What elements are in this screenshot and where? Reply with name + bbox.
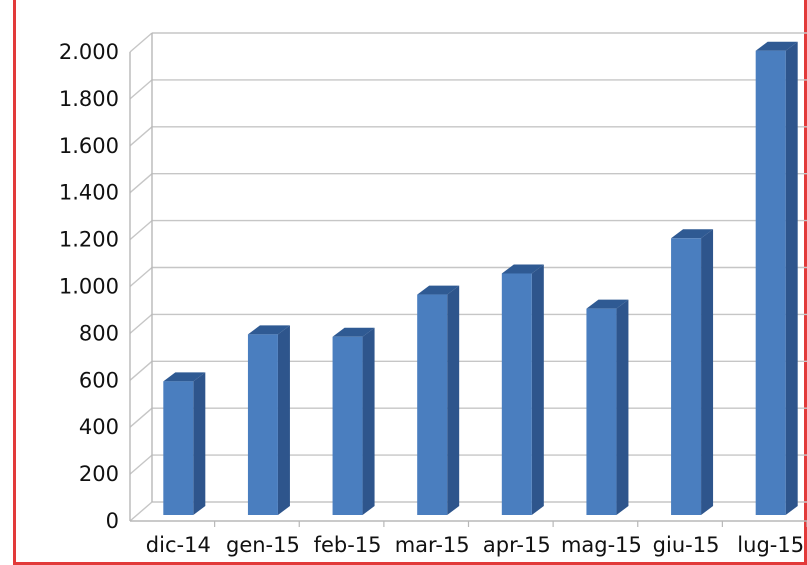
bar-side [701, 229, 714, 516]
y-tick-label: 1.800 [59, 87, 119, 111]
y-tick-label: 800 [79, 321, 119, 345]
bar-front [163, 381, 194, 515]
gridline-side [129, 173, 153, 194]
x-tick-label: lug-15 [737, 533, 804, 557]
gridline-side [129, 313, 153, 334]
x-tick-labels: dic-14 gen-15 feb-15 mar-15 apr-15 mag-15 giu-… [146, 533, 804, 557]
y-tick-label: 200 [79, 462, 119, 486]
x-tick-label: mar-15 [395, 533, 470, 557]
bar [501, 264, 544, 515]
gridline-side [129, 220, 153, 241]
gridline-side [129, 454, 153, 475]
bar [163, 372, 206, 515]
y-tick-label: 1.000 [59, 275, 119, 299]
bar-front [501, 273, 532, 515]
x-tick-label: feb-15 [314, 533, 382, 557]
bar-top [417, 285, 460, 295]
gridline-side [129, 32, 153, 53]
gridline-side [129, 407, 153, 428]
bar-top [501, 264, 544, 274]
x-tick-label: mag-15 [561, 533, 642, 557]
x-tick-label: giu-15 [653, 533, 720, 557]
gridline-side [129, 79, 153, 100]
x-tick-label: gen-15 [226, 533, 300, 557]
x-tick-label: apr-15 [483, 533, 551, 557]
y-tick-label: 0 [106, 509, 119, 533]
y-tick-label: 1.400 [59, 181, 119, 205]
bar-top [671, 229, 714, 239]
bar [671, 229, 714, 516]
y-tick-labels: 0 200 400 600 800 1.000 1.200 1.400 1.600 1.800 2.… [59, 40, 119, 533]
gridline-side [129, 360, 153, 381]
bar-front [417, 294, 448, 515]
bar-side [277, 325, 290, 515]
bar [247, 325, 290, 515]
axis-lines [129, 33, 807, 527]
chart-frame [13, 0, 807, 565]
gridline-side [129, 501, 153, 522]
bar-side [447, 285, 460, 515]
bar-side [193, 372, 206, 515]
bar-top [586, 299, 629, 309]
y-tick-label: 1.600 [59, 134, 119, 158]
bar-side [785, 41, 798, 515]
bar-front [332, 336, 363, 515]
y-tick-label: 400 [79, 415, 119, 439]
y-tick-label: 1.200 [59, 228, 119, 252]
bar-front [755, 50, 786, 515]
bar-top [332, 327, 375, 337]
y-tick-label: 600 [79, 368, 119, 392]
bar-front [586, 308, 617, 515]
bar [332, 327, 375, 515]
bar-front [247, 334, 278, 515]
bar-top [163, 372, 206, 382]
gridline-side [129, 266, 153, 288]
bar-top [755, 41, 798, 51]
bar [417, 285, 460, 515]
bar-front [671, 238, 702, 516]
bar-top [247, 325, 290, 335]
bar [586, 299, 629, 515]
y-tick-label: 2.000 [59, 40, 119, 64]
x-tick-label: dic-14 [146, 533, 211, 557]
bar-side [531, 264, 544, 515]
bar-side [362, 327, 375, 515]
bar [755, 41, 798, 515]
bars [163, 41, 798, 516]
bar-side [616, 299, 629, 515]
gridline-side [129, 126, 153, 147]
